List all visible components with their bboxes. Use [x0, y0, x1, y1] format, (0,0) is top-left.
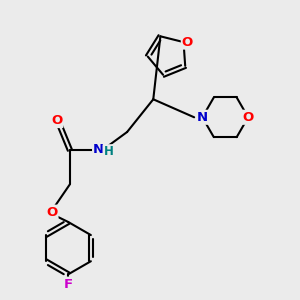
- Text: F: F: [64, 278, 73, 291]
- Text: O: O: [46, 206, 58, 219]
- Text: O: O: [51, 114, 62, 127]
- Text: N: N: [93, 143, 104, 157]
- Text: H: H: [103, 145, 113, 158]
- Text: O: O: [242, 111, 254, 124]
- Text: O: O: [182, 36, 193, 49]
- Text: N: N: [197, 111, 208, 124]
